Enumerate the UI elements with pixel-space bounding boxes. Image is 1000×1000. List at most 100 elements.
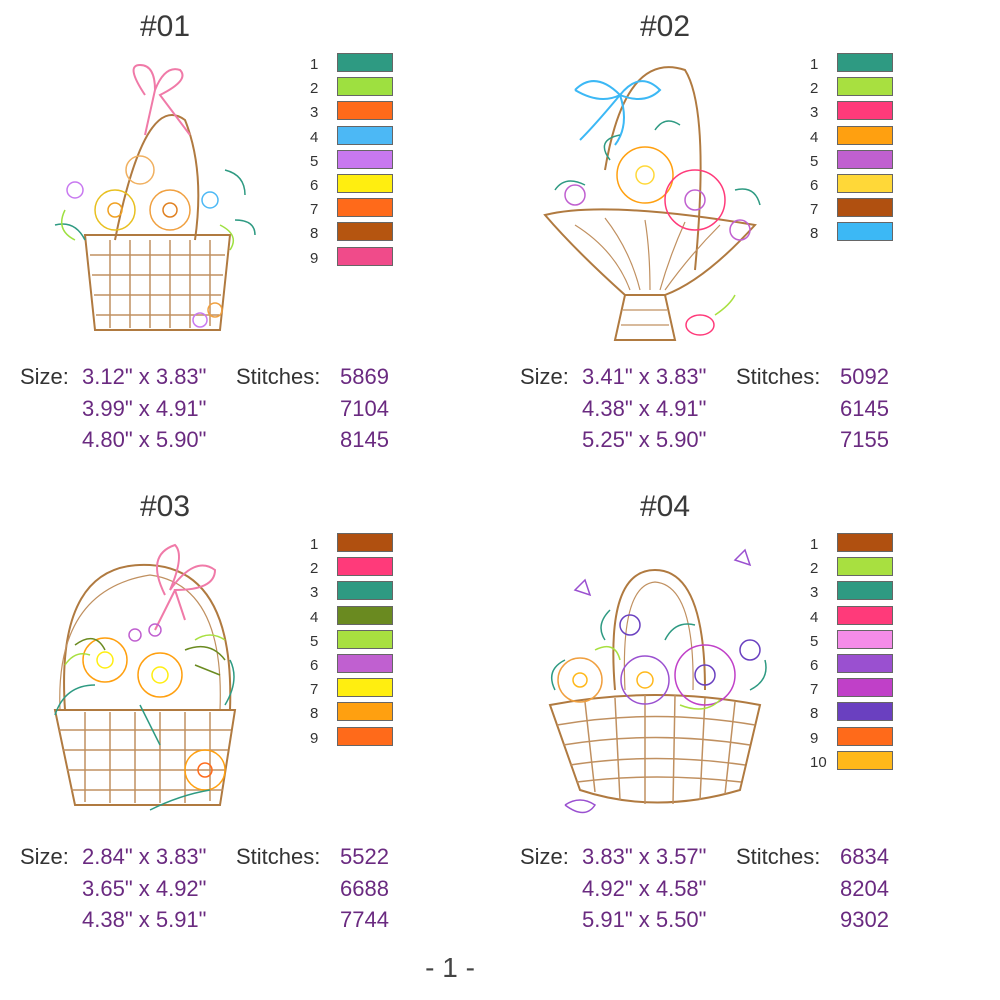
- stitches-label: Stitches:: [236, 364, 321, 389]
- color-number: 10: [810, 753, 827, 771]
- color-number: 3: [310, 584, 319, 602]
- stitch-count: 7104: [340, 395, 389, 421]
- size-value: 5.91" x 5.50": [582, 907, 707, 932]
- color-swatch: [837, 750, 893, 770]
- color-swatch: [837, 605, 893, 625]
- color-swatch: [837, 198, 893, 218]
- stitch-count: 7155: [840, 427, 889, 452]
- color-swatch: [837, 581, 893, 601]
- color-swatch: [337, 149, 393, 169]
- stitch-count: 5869: [340, 364, 389, 389]
- size-value: 3.41" x 3.83": [582, 364, 707, 389]
- color-number: 3: [810, 584, 819, 602]
- stitch-count: 7744: [340, 907, 389, 932]
- color-swatch: [337, 581, 393, 601]
- color-number: 2: [310, 80, 319, 98]
- color-swatch: [837, 125, 893, 145]
- color-swatch: [337, 53, 393, 72]
- color-number: 9: [310, 249, 319, 267]
- color-number: 3: [310, 104, 319, 122]
- color-number: 7: [810, 681, 819, 699]
- color-swatch: [337, 77, 393, 97]
- flower-basket-hibiscus-icon: [535, 50, 775, 350]
- color-swatch: [337, 125, 393, 145]
- color-swatch: [337, 605, 393, 625]
- color-swatch: [337, 222, 393, 242]
- design-title: #03: [139, 490, 191, 523]
- color-number: 6: [810, 656, 819, 674]
- color-swatch: [837, 222, 893, 242]
- color-swatch: [837, 557, 893, 577]
- daffodil-basket-icon: [35, 530, 275, 830]
- color-swatch: [837, 653, 893, 673]
- color-number: 8: [310, 705, 319, 723]
- color-number: 3: [810, 104, 819, 122]
- stitch-count: 6834: [840, 844, 889, 869]
- color-swatch: [337, 629, 393, 649]
- color-number: 8: [810, 225, 819, 243]
- size-label: Size:: [520, 844, 569, 869]
- design-title: #04: [639, 490, 691, 523]
- color-swatch: [837, 101, 893, 121]
- stitch-count: 5092: [840, 364, 889, 389]
- color-swatch: [337, 726, 393, 746]
- color-swatch: [337, 198, 393, 218]
- size-value: 4.38" x 5.91": [82, 907, 207, 932]
- color-number: 5: [310, 152, 319, 170]
- color-swatch: [337, 653, 393, 673]
- stitch-count: 5522: [340, 844, 389, 869]
- color-swatch: [337, 678, 393, 698]
- stitches-label: Stitches:: [236, 844, 321, 869]
- color-swatch: [337, 246, 393, 266]
- design-title: #01: [139, 10, 191, 43]
- color-number: 8: [810, 705, 819, 723]
- size-label: Size:: [20, 364, 69, 389]
- size-value: 4.80" x 5.90": [82, 427, 207, 452]
- color-swatch: [837, 629, 893, 649]
- color-number: 9: [810, 729, 819, 747]
- flower-basket-bow-icon: [35, 50, 275, 350]
- size-value: 3.12" x 3.83": [82, 364, 207, 389]
- color-number: 1: [810, 56, 819, 73]
- size-value: 5.25" x 5.90": [582, 427, 707, 452]
- color-swatch: [837, 173, 893, 193]
- color-swatch: [337, 557, 393, 577]
- size-label: Size:: [520, 364, 569, 389]
- size-value: 4.38" x 4.91": [582, 395, 707, 421]
- color-swatch: [337, 101, 393, 121]
- size-value: 2.84" x 3.83": [82, 844, 207, 869]
- color-number: 5: [310, 632, 319, 650]
- color-number: 2: [810, 80, 819, 98]
- color-number: 5: [810, 632, 819, 650]
- design-title: #02: [639, 10, 691, 43]
- color-swatch: [837, 53, 893, 72]
- color-number: 6: [810, 176, 819, 194]
- design-panel-01: #01 1 2: [0, 0, 500, 480]
- color-swatch: [837, 678, 893, 698]
- color-number: 5: [810, 152, 819, 170]
- stitch-count: 8145: [340, 427, 389, 452]
- color-number: 4: [310, 608, 319, 626]
- color-number: 1: [810, 536, 819, 553]
- color-swatch: [837, 149, 893, 169]
- pansy-basket-icon: [535, 530, 775, 830]
- size-value: 3.65" x 4.92": [82, 875, 207, 901]
- color-number: 4: [310, 128, 319, 146]
- color-swatch: [837, 726, 893, 746]
- stitch-count: 8204: [840, 875, 889, 901]
- color-number: 8: [310, 225, 319, 243]
- stitch-count: 9302: [840, 907, 889, 932]
- color-swatch: [837, 77, 893, 97]
- size-label: Size:: [20, 844, 69, 869]
- color-number: 1: [310, 56, 319, 73]
- design-panel-02: #02 1 2 3: [500, 0, 1000, 480]
- size-value: 4.92" x 4.58": [582, 875, 707, 901]
- stitches-label: Stitches:: [736, 364, 821, 389]
- color-swatch: [337, 533, 393, 552]
- color-number: 1: [310, 536, 319, 553]
- design-panel-03: #03: [0, 480, 500, 960]
- color-swatch: [837, 533, 893, 552]
- size-value: 3.83" x 3.57": [582, 844, 707, 869]
- design-panel-04: #04: [500, 480, 1000, 960]
- stitch-count: 6145: [840, 395, 889, 421]
